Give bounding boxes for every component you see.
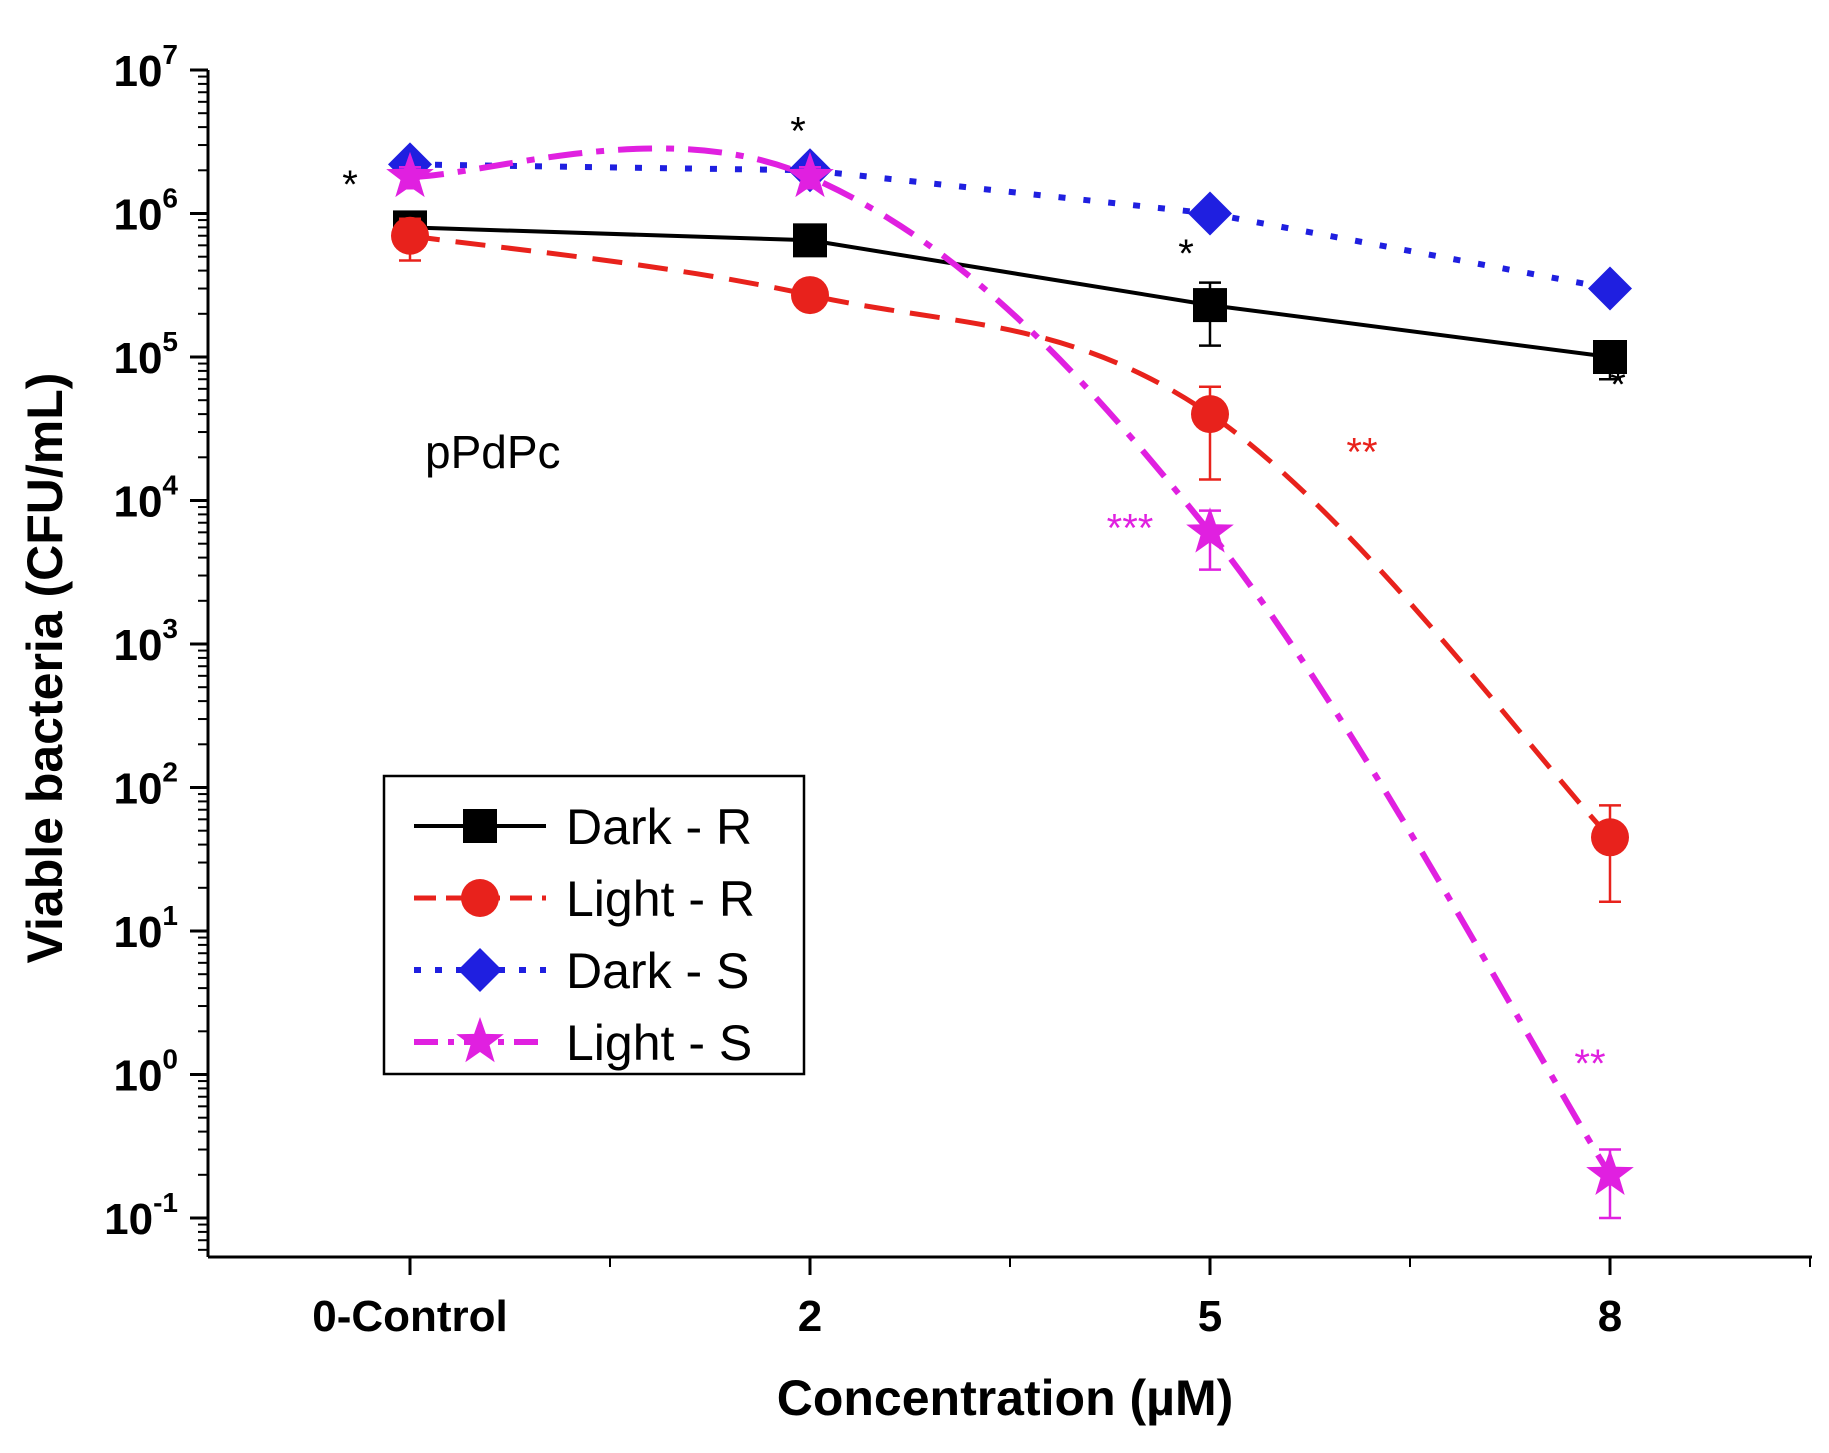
data-point — [1586, 1149, 1634, 1195]
y-axis-title: Viable bacteria (CFU/mL) — [17, 373, 73, 964]
series-line — [409, 233, 1612, 840]
data-point — [791, 276, 829, 315]
legend-label: Light - R — [566, 871, 755, 927]
x-tick-label: 5 — [1198, 1292, 1222, 1341]
data-point — [793, 223, 827, 258]
legend-marker — [463, 809, 497, 843]
significance-mark: * — [1610, 363, 1626, 407]
legend: Dark - R Light - R Dark - S Light - S — [382, 774, 806, 1076]
significance-mark: * — [1178, 232, 1194, 276]
y-tick-label: 105 — [113, 326, 178, 383]
legend-marker — [458, 948, 502, 992]
data-point — [1591, 818, 1629, 857]
x-tick-label: 8 — [1598, 1292, 1622, 1341]
data-point — [1186, 507, 1234, 553]
data-point — [1191, 395, 1229, 434]
data-point — [786, 151, 834, 198]
legend-item: Light - S — [414, 1015, 752, 1071]
data-point — [1188, 191, 1232, 236]
legend-marker — [456, 1017, 504, 1063]
data-point — [1193, 288, 1227, 323]
series-line — [409, 145, 1613, 1177]
series-line — [409, 225, 1611, 359]
annotations: pPdPc Concentration (µM) Viable bacteria… — [17, 109, 1626, 1426]
significance-mark: ** — [1346, 430, 1377, 474]
compound-label: pPdPc — [425, 426, 561, 478]
significance-mark: * — [342, 163, 358, 207]
series-4 — [386, 145, 1634, 1220]
legend-label: Dark - S — [566, 943, 749, 999]
y-tick-label: 103 — [113, 613, 178, 670]
axes: 10-1 100 101 102 103 104 105 106 107 0-Control 2 5 8 — [104, 39, 1812, 1341]
x-tick-label: 0-Control — [312, 1292, 508, 1341]
y-tick-label: 102 — [113, 757, 178, 814]
data-point — [1593, 340, 1627, 374]
series-1 — [393, 210, 1627, 381]
series-3 — [388, 142, 1632, 311]
legend-item: Dark - R — [414, 799, 752, 855]
legend-item: Dark - S — [414, 943, 749, 999]
y-tick-label: 106 — [113, 183, 178, 240]
x-tick-label: 2 — [798, 1292, 822, 1341]
y-tick-label: 107 — [113, 39, 178, 96]
significance-mark: * — [790, 109, 806, 153]
legend-marker — [461, 879, 499, 917]
data-point — [391, 216, 429, 255]
y-tick-label: 104 — [113, 470, 178, 527]
y-tick-label: 101 — [113, 900, 178, 957]
series-line — [409, 161, 1611, 292]
series-2 — [391, 216, 1629, 903]
data-point — [386, 151, 434, 198]
data-point — [1588, 266, 1632, 311]
y-tick-label: 10-1 — [104, 1187, 178, 1244]
significance-mark: *** — [1107, 506, 1154, 550]
x-axis-title: Concentration (µM) — [777, 1370, 1234, 1426]
series-group — [386, 142, 1634, 1220]
legend-label: Light - S — [566, 1015, 752, 1071]
significance-mark: ** — [1574, 1042, 1605, 1086]
legend-item: Light - R — [414, 871, 755, 927]
y-tick-label: 100 — [113, 1044, 178, 1101]
legend-label: Dark - R — [566, 799, 752, 855]
